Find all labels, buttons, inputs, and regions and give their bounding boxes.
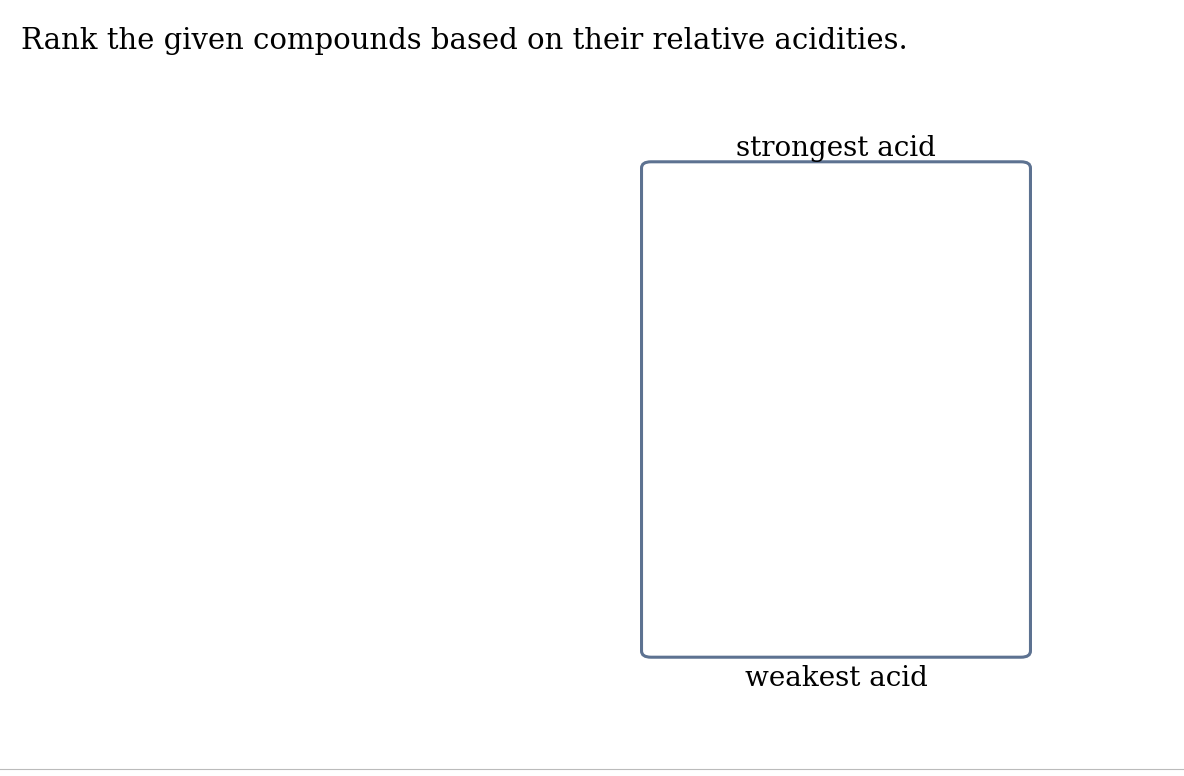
Text: strongest acid: strongest acid (736, 135, 935, 162)
Text: weakest acid: weakest acid (745, 665, 927, 692)
Text: Rank the given compounds based on their relative acidities.: Rank the given compounds based on their … (21, 27, 908, 55)
